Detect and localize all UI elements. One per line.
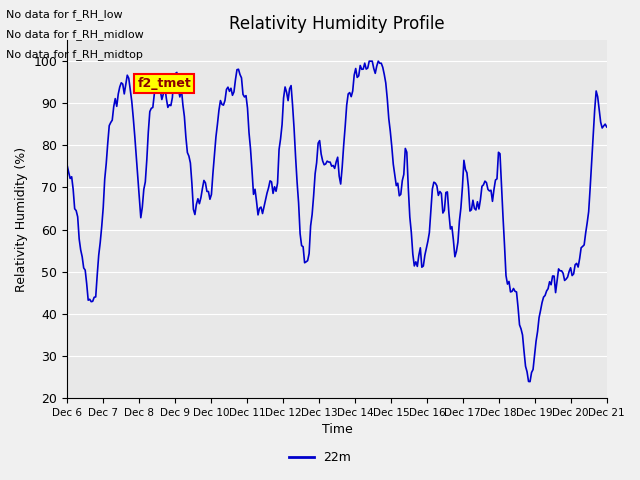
Title: Relativity Humidity Profile: Relativity Humidity Profile	[229, 15, 445, 33]
X-axis label: Time: Time	[321, 423, 352, 436]
Legend: 22m: 22m	[284, 446, 356, 469]
Text: No data for f_RH_midtop: No data for f_RH_midtop	[6, 49, 143, 60]
Text: No data for f_RH_midlow: No data for f_RH_midlow	[6, 29, 144, 40]
Text: No data for f_RH_low: No data for f_RH_low	[6, 9, 123, 20]
Text: f2_tmet: f2_tmet	[138, 77, 191, 90]
Y-axis label: Relativity Humidity (%): Relativity Humidity (%)	[15, 146, 28, 291]
